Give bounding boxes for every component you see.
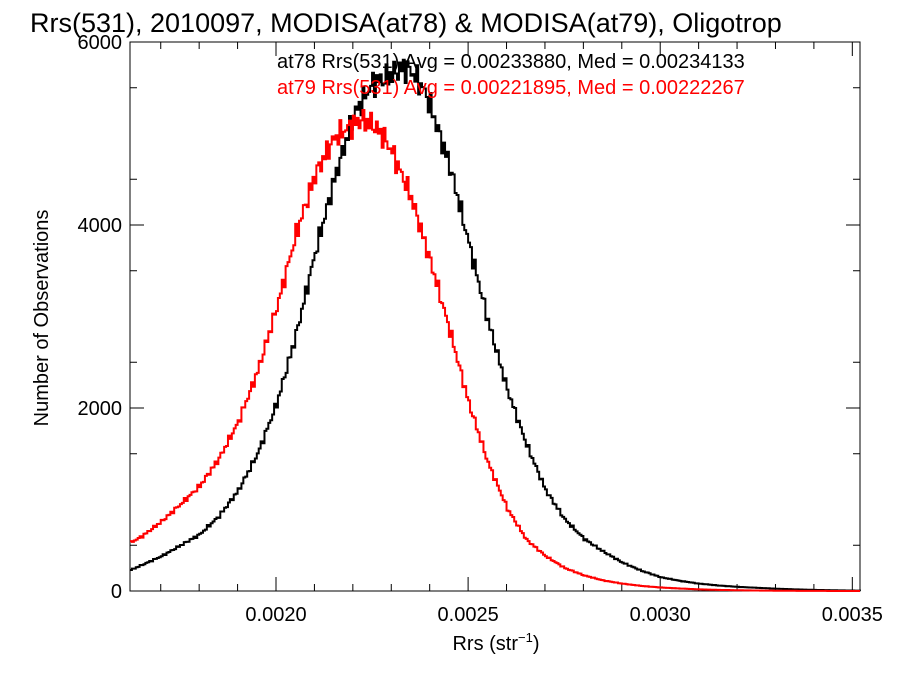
- x-axis-label-main: Rrs (str: [452, 633, 518, 655]
- series-line-0: [130, 58, 861, 592]
- plot-frame: [129, 41, 861, 592]
- chart-title: Rrs(531), 2010097, MODISA(at78) & MODISA…: [30, 8, 782, 38]
- y-axis-label: Number of Observations: [31, 210, 53, 427]
- annotation-0: at78 Rrs(531) Avg = 0.00233880, Med = 0.…: [277, 51, 745, 73]
- series-layer: [130, 58, 861, 592]
- y-axis-ticks: 0 2000 4000 6000: [78, 32, 860, 603]
- x-tick-label: 0.0025: [438, 604, 499, 626]
- x-axis-ticks: 0.0020 0.0025 0.0030 0.0035: [160, 42, 883, 626]
- x-axis-label-sup: −1: [518, 630, 533, 645]
- x-tick-label: 0.0035: [822, 604, 883, 626]
- y-tick-label: 0: [111, 581, 122, 603]
- y-tick-label: 2000: [78, 398, 123, 420]
- x-axis-label: Rrs (str−1): [452, 630, 539, 655]
- annotation-1: at79 Rrs(531) Avg = 0.00221895, Med = 0.…: [277, 77, 745, 99]
- x-tick-label: 0.0030: [630, 604, 691, 626]
- y-tick-label: 6000: [78, 32, 123, 54]
- y-tick-label: 4000: [78, 215, 123, 237]
- x-tick-label: 0.0020: [245, 604, 306, 626]
- series-line-1: [130, 108, 860, 592]
- x-axis-label-close: ): [533, 633, 540, 655]
- annotation-layer: at78 Rrs(531) Avg = 0.00233880, Med = 0.…: [277, 51, 745, 99]
